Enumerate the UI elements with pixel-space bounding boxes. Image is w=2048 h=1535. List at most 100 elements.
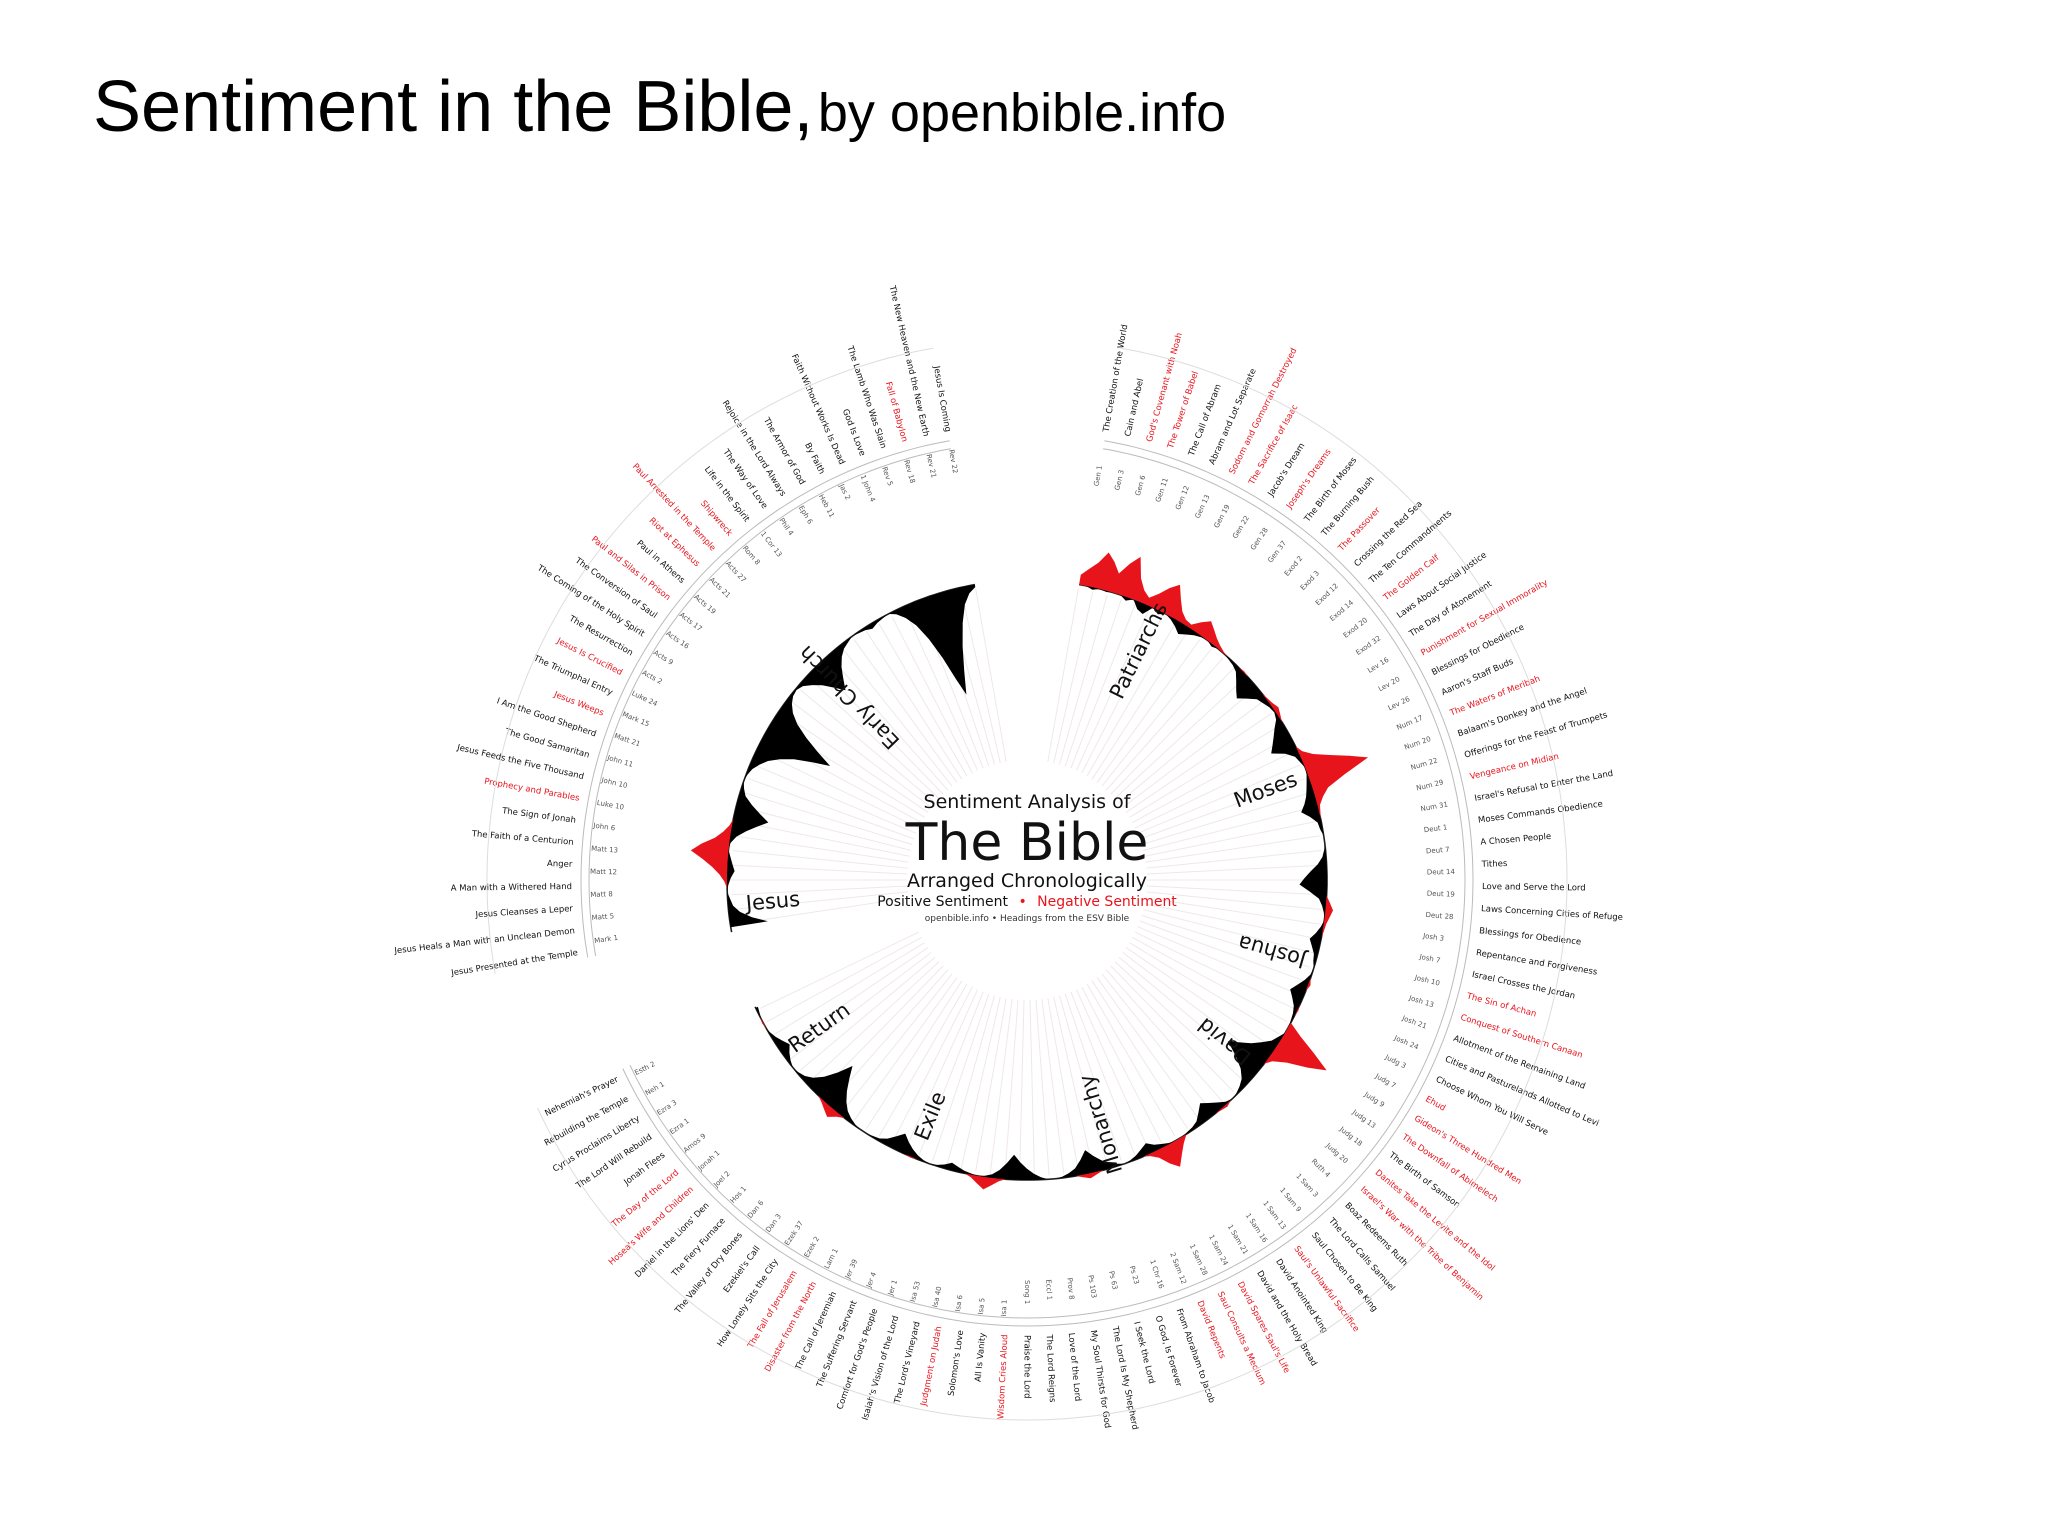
outer-heading: Love of the Lord <box>1066 1332 1083 1401</box>
chapter-code: Deut 19 <box>1427 890 1455 899</box>
chapter-code: Ezra 3 <box>656 1099 679 1117</box>
chapter-code: 1 Cor 13 <box>759 530 783 559</box>
outer-heading: A Man with a Withered Hand <box>451 882 572 894</box>
spoke <box>1091 631 1189 780</box>
chapter-code: Deut 14 <box>1427 868 1456 877</box>
chapter-code: Ps 103 <box>1086 1274 1098 1298</box>
outer-heading: Laws Concerning Cities of Refuge <box>1481 904 1623 923</box>
spoke <box>1091 980 1189 1129</box>
chapter-code: Judg 13 <box>1350 1108 1377 1130</box>
spoke <box>1125 947 1272 1048</box>
outer-heading: David Spares Saul's Life <box>1235 1280 1292 1375</box>
page-title-byline: by openbible.info <box>817 83 1227 143</box>
chapter-code: John 11 <box>605 754 634 769</box>
spoke <box>790 952 932 1060</box>
chapter-code: Gen 22 <box>1231 514 1251 540</box>
chapter-code: Mark 1 <box>594 934 619 945</box>
spoke <box>1132 737 1288 824</box>
chapter-code: Rev 21 <box>925 453 938 478</box>
spoke <box>782 712 929 813</box>
chapter-code: Neh 1 <box>644 1080 666 1097</box>
chapter-code: Exod 2 <box>1283 555 1304 578</box>
spoke <box>1146 885 1323 896</box>
chapter-code: Mark 15 <box>621 710 650 728</box>
spoke <box>1134 931 1294 1009</box>
chapter-code: 1 Sam 21 <box>1226 1223 1250 1256</box>
outer-heading: Solomon's Love <box>947 1330 967 1397</box>
chapter-code: Matt 13 <box>591 845 618 855</box>
chapter-code: 1 Sam 13 <box>1261 1199 1287 1231</box>
spoke <box>1146 864 1323 875</box>
chapter-code: Exod 12 <box>1314 582 1340 607</box>
spoke <box>809 678 940 799</box>
outer-heading: Jesus Is Coming <box>931 364 953 433</box>
chapter-code-ring: Gen 1 Gen 3 Gen 6 Gen 11 Gen 12 Gen 13 Gen 19 G… <box>590 449 1456 1317</box>
chapter-code: Josh 3 <box>1422 932 1445 943</box>
chapter-code: Deut 7 <box>1426 846 1450 856</box>
spoke <box>878 623 968 777</box>
spoke <box>1137 764 1300 834</box>
spoke <box>932 993 990 1161</box>
chapter-code: Josh 24 <box>1392 1034 1420 1052</box>
spoke <box>1101 973 1212 1112</box>
outer-heading: Cyrus Proclaims Liberty <box>551 1114 642 1175</box>
spoke <box>1106 969 1224 1103</box>
spoke <box>842 973 953 1112</box>
ring-rule <box>588 448 1466 1319</box>
spoke <box>1137 926 1300 996</box>
spoke <box>740 806 911 851</box>
spoke <box>1064 599 1122 767</box>
outer-heading: Judgment on Judah <box>919 1326 945 1408</box>
center-credit: openbible.info • Headings from the ESV B… <box>925 914 1130 924</box>
chapter-code: Acts 17 <box>678 611 704 633</box>
chapter-code: Gen 11 <box>1154 477 1170 504</box>
spoke <box>760 931 920 1009</box>
faint-spokes <box>731 588 1323 1176</box>
spoke <box>1129 725 1280 818</box>
spoke <box>1059 594 1108 765</box>
chapter-code: 1 Sam 16 <box>1244 1212 1269 1245</box>
chapter-code: Acts 19 <box>692 593 717 616</box>
outer-heading: Rebuilding the Temple <box>543 1094 631 1148</box>
outer-heading: By Faith <box>802 441 826 476</box>
chapter-code: Josh 7 <box>1418 953 1441 965</box>
outer-heading: Blessings for Obedience <box>1479 926 1582 947</box>
chapter-code: Acts 16 <box>664 629 690 651</box>
spoke <box>1096 977 1201 1121</box>
outer-heading: Balaam's Donkey and the Angel <box>1457 686 1589 739</box>
chapter-code: 1 Sam 28 <box>1188 1243 1209 1277</box>
spoke <box>842 648 953 787</box>
chapter-code: Eccl 1 <box>1044 1279 1053 1300</box>
chapter-code: Gen 13 <box>1194 493 1212 519</box>
outer-heading: The Birth of Moses <box>1302 455 1359 525</box>
spoke <box>1146 891 1322 910</box>
section-label: Joshua <box>1235 930 1310 973</box>
chapter-code: Amos 9 <box>682 1132 708 1155</box>
outer-heading: Fall of Babylon <box>883 381 909 443</box>
chapter-code: Num 31 <box>1420 800 1449 813</box>
spoke <box>960 996 1001 1169</box>
chapter-code: Gen 3 <box>1113 469 1125 491</box>
outer-heading: Allotment of the Remaining Land <box>1452 1034 1587 1092</box>
chapter-code: 1 Sam 9 <box>1278 1186 1303 1213</box>
center-subtitle: Sentiment Analysis of <box>924 791 1132 813</box>
chapter-code: Judg 7 <box>1373 1072 1397 1090</box>
chapter-code: Isa 6 <box>954 1294 965 1312</box>
spoke <box>732 891 908 910</box>
spoke <box>891 986 973 1144</box>
outer-heading: All Is Vanity <box>974 1332 989 1382</box>
spoke <box>830 969 948 1103</box>
spoke <box>1059 995 1108 1166</box>
spoke <box>1125 712 1272 813</box>
chapter-code: Num 22 <box>1410 757 1439 772</box>
chapter-code: Rom 8 <box>741 544 762 566</box>
page-title-main: Sentiment in the Bible, <box>93 67 814 147</box>
spoke <box>853 639 958 783</box>
chapter-code: Josh 10 <box>1413 973 1441 987</box>
spoke <box>1047 588 1079 762</box>
spoke <box>1086 623 1176 777</box>
chapter-code: Ezra 1 <box>668 1117 691 1136</box>
outer-heading: The Fall of Jerusalem <box>746 1269 800 1351</box>
spoke <box>1139 778 1306 840</box>
chapter-code: Matt 5 <box>591 912 614 922</box>
